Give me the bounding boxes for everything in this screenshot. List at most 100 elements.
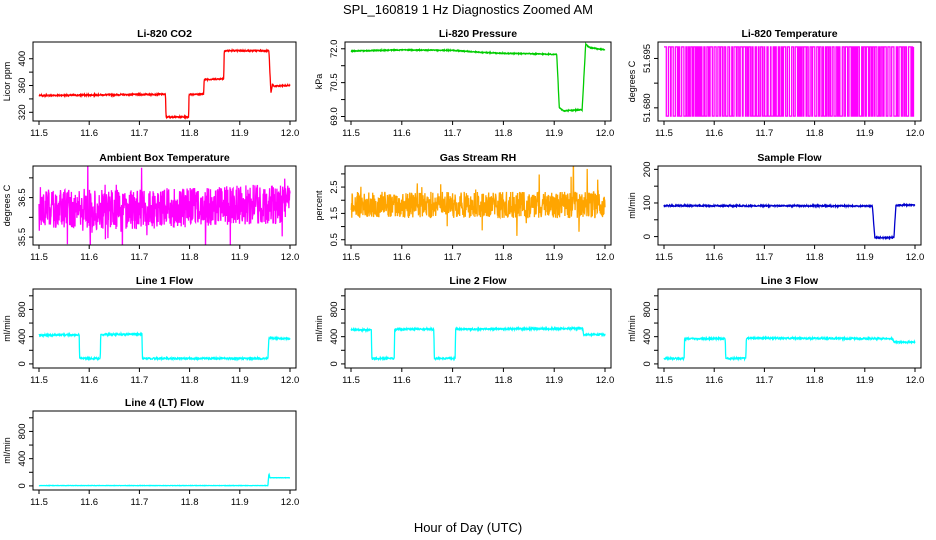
y-tick-label-line-3-flow: 400 [642, 329, 653, 345]
y-tick-label-line-4-lt-flow: 800 [17, 424, 28, 440]
panel-title-sample-flow: Sample Flow [757, 152, 822, 164]
y-axis-label-li-820-co2: Licor ppm [2, 62, 12, 102]
x-tick-label-li-820-temperature: 11.6 [705, 128, 723, 139]
series-line-li-820-temperature [664, 46, 915, 117]
x-tick-label-li-820-temperature: 11.5 [655, 128, 673, 139]
y-tick-label-li-820-pressure: 69.0 [329, 107, 340, 126]
plot-frame-li-820-temperature [657, 41, 922, 122]
series-group-line-3-flow [663, 335, 916, 362]
series-group-line-2-flow [350, 325, 606, 362]
y-tick-label-li-820-pressure: 70.5 [329, 73, 340, 92]
series-line-line-4-lt-flow [38, 472, 290, 487]
series-line-sample-flow [663, 202, 916, 241]
panel-line-1-flow: Line 1 Flow ml/min 11.5 11.6 11.7 11.8 11.9 12.… [2, 275, 299, 386]
y-axis-label-li-820-temperature: degrees C [627, 60, 637, 102]
plot-frame-line-2-flow [344, 288, 612, 369]
x-tick-label-line-4-lt-flow: 11.7 [131, 497, 149, 508]
y-tick-label-line-3-flow: 0 [642, 361, 653, 366]
x-tick-label-ambient-box-temperature: 11.8 [181, 252, 199, 263]
y-tick-label-li-820-temperature: 51.680 [642, 93, 653, 122]
x-tick-label-ambient-box-temperature: 11.7 [131, 252, 149, 263]
y-tick-label-line-4-lt-flow: 400 [17, 451, 28, 467]
x-tick-label-li-820-co2: 11.8 [181, 128, 199, 139]
x-tick-label-line-2-flow: 11.9 [545, 375, 563, 386]
series-group-line-1-flow [38, 330, 291, 362]
panel-sample-flow: Sample Flow ml/min 11.5 11.6 11.7 11.8 11.9 12.… [627, 152, 924, 263]
x-tick-label-sample-flow: 11.8 [806, 252, 824, 263]
y-axis-label-li-820-pressure: kPa [314, 74, 324, 90]
panel-line-3-flow: Line 3 Flow ml/min 11.5 11.6 11.7 11.8 11.9 12.… [627, 275, 924, 386]
x-tick-label-ambient-box-temperature: 11.5 [30, 252, 48, 263]
x-tick-label-line-1-flow: 11.8 [181, 375, 199, 386]
x-tick-label-sample-flow: 11.9 [856, 252, 874, 263]
y-tick-label-ambient-box-temperature: 35.5 [17, 228, 28, 247]
series-group-sample-flow [663, 202, 916, 241]
y-axis-label-line-2-flow: ml/min [314, 315, 324, 342]
x-tick-label-line-3-flow: 11.8 [806, 375, 824, 386]
y-tick-label-li-820-co2: 320 [17, 104, 28, 120]
x-tick-label-line-1-flow: 12.0 [281, 375, 300, 386]
x-tick-label-line-1-flow: 11.6 [80, 375, 98, 386]
x-tick-label-line-2-flow: 11.8 [495, 375, 513, 386]
y-tick-label-sample-flow: 200 [642, 161, 653, 177]
y-tick-label-ambient-box-temperature: 36.5 [17, 188, 28, 207]
panel-line-4-lt-flow: Line 4 (LT) Flow ml/min 11.5 11.6 11.7 11.8 11… [2, 397, 299, 508]
series-line-li-820-co2 [38, 47, 291, 121]
series-group-gas-stream-rh [350, 166, 606, 236]
x-tick-label-line-1-flow: 11.9 [231, 375, 249, 386]
plot-frame-line-1-flow [32, 288, 297, 369]
series-line-line-1-flow [38, 330, 291, 362]
x-tick-label-gas-stream-rh: 11.5 [342, 252, 360, 263]
panel-title-line-4-lt-flow: Line 4 (LT) Flow [125, 397, 205, 409]
y-tick-label-li-820-pressure: 72.0 [329, 40, 340, 59]
plot-frame-li-820-co2 [32, 41, 297, 122]
panel-li-820-co2: Li-820 CO2 Licor ppm 11.5 11.6 11.7 11.8 11.9 1… [2, 28, 299, 139]
panel-title-line-1-flow: Line 1 Flow [136, 275, 194, 287]
series-group-line-4-lt-flow [38, 472, 290, 487]
series-group-ambient-box-temperature [38, 166, 291, 245]
x-tick-label-line-3-flow: 11.9 [856, 375, 874, 386]
panel-title-li-820-co2: Li-820 CO2 [137, 28, 192, 40]
panel-title-ambient-box-temperature: Ambient Box Temperature [99, 152, 230, 164]
x-tick-label-line-4-lt-flow: 11.8 [181, 497, 199, 508]
y-axis-label-sample-flow: ml/min [627, 192, 637, 219]
x-tick-label-sample-flow: 12.0 [906, 252, 925, 263]
y-tick-label-line-3-flow: 800 [642, 302, 653, 318]
panel-li-820-temperature: Li-820 Temperature degrees C 11.5 11.6 11.7 1… [627, 28, 924, 139]
panel-ambient-box-temperature: Ambient Box Temperature degrees C 11.5 11.6… [2, 152, 299, 263]
panel-title-gas-stream-rh: Gas Stream RH [440, 152, 516, 164]
series-line-li-820-pressure [350, 42, 606, 113]
y-tick-label-line-4-lt-flow: 0 [17, 483, 28, 488]
x-tick-label-li-820-co2: 11.5 [30, 128, 48, 139]
y-axis-label-gas-stream-rh: percent [314, 190, 324, 221]
panel-title-li-820-pressure: Li-820 Pressure [439, 28, 517, 40]
x-tick-label-line-2-flow: 11.5 [342, 375, 360, 386]
series-group-li-820-temperature [664, 46, 915, 117]
y-tick-label-line-2-flow: 0 [329, 361, 340, 366]
x-tick-label-gas-stream-rh: 11.8 [495, 252, 513, 263]
y-tick-label-sample-flow: 100 [642, 195, 653, 211]
x-tick-label-line-2-flow: 11.6 [393, 375, 411, 386]
y-axis-label-line-4-lt-flow: ml/min [2, 437, 12, 464]
x-tick-label-li-820-pressure: 11.6 [393, 128, 411, 139]
x-tick-label-li-820-temperature: 11.9 [856, 128, 874, 139]
plot-frame-line-3-flow [657, 288, 922, 369]
panel-li-820-pressure: Li-820 Pressure kPa 11.5 11.6 11.7 11.8 11.9 12… [314, 28, 614, 139]
x-tick-label-li-820-pressure: 11.5 [342, 128, 360, 139]
x-tick-label-li-820-pressure: 11.9 [545, 128, 563, 139]
x-tick-label-ambient-box-temperature: 12.0 [281, 252, 300, 263]
y-tick-label-line-1-flow: 0 [17, 361, 28, 366]
x-tick-label-line-1-flow: 11.7 [131, 375, 149, 386]
x-tick-label-li-820-co2: 11.7 [131, 128, 149, 139]
y-tick-label-line-1-flow: 800 [17, 302, 28, 318]
plot-frame-ambient-box-temperature [32, 165, 297, 246]
x-tick-label-li-820-temperature: 12.0 [906, 128, 925, 139]
y-tick-label-line-1-flow: 400 [17, 329, 28, 345]
y-tick-label-li-820-co2: 400 [17, 51, 28, 67]
x-tick-label-li-820-temperature: 11.7 [756, 128, 774, 139]
x-tick-label-gas-stream-rh: 11.6 [393, 252, 411, 263]
x-tick-label-line-4-lt-flow: 11.5 [30, 497, 48, 508]
series-line-line-3-flow [663, 335, 916, 362]
x-tick-label-line-4-lt-flow: 11.9 [231, 497, 249, 508]
x-tick-label-gas-stream-rh: 12.0 [596, 252, 615, 263]
